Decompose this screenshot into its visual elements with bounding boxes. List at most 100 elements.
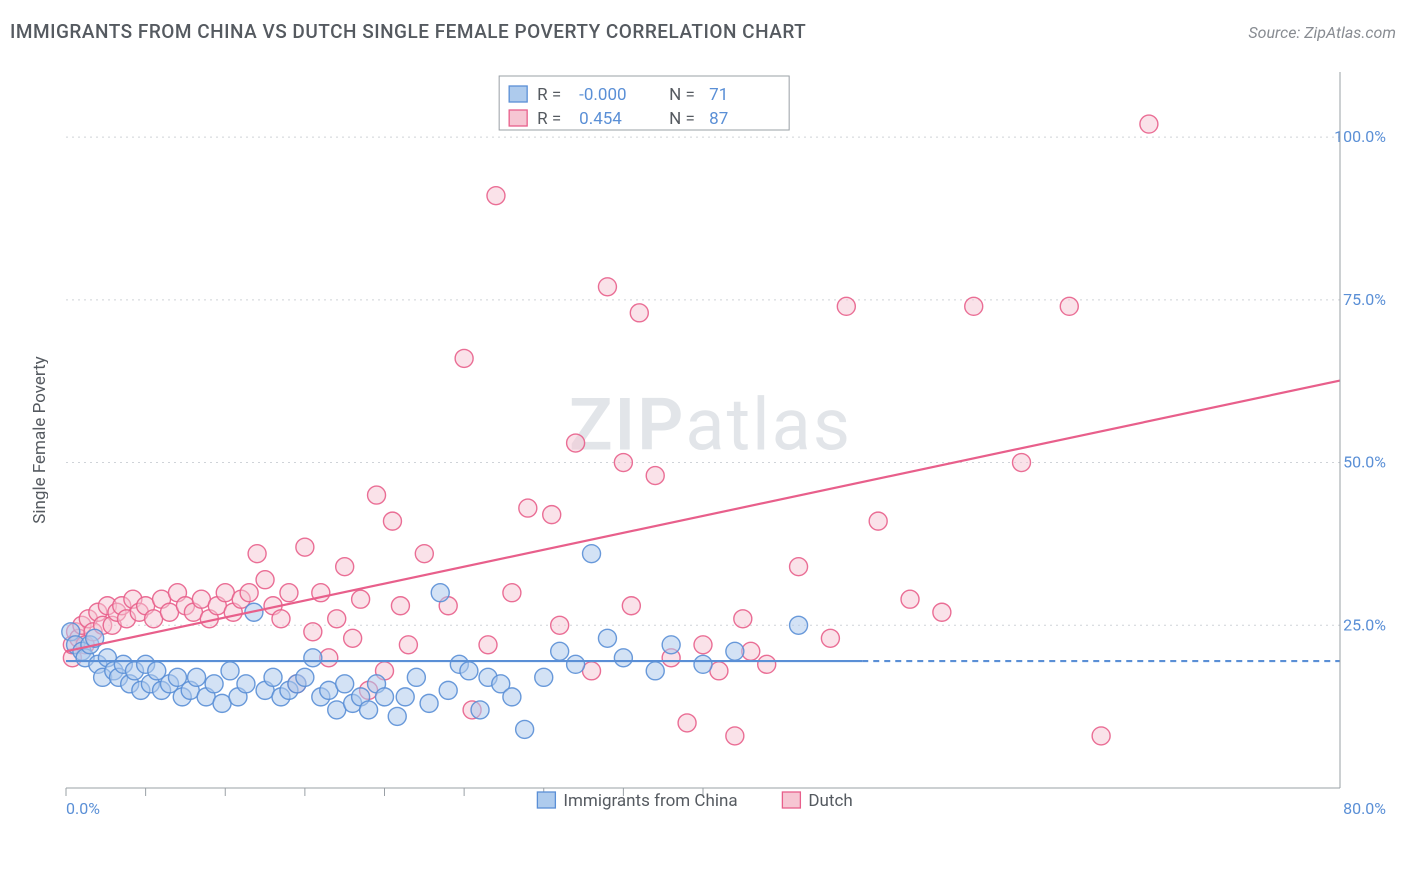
series-label-pink: Dutch: [808, 791, 852, 811]
pink-point: [821, 629, 839, 647]
blue-point: [503, 688, 521, 706]
legend-n-label: N =: [669, 85, 695, 105]
pink-point: [455, 349, 473, 367]
pink-point: [519, 499, 537, 517]
y-tick-label: 100.0%: [1334, 127, 1386, 146]
pink-point: [734, 610, 752, 628]
pink-point: [328, 610, 346, 628]
y-tick-label: 50.0%: [1343, 453, 1386, 472]
legend-r-value: -0.000: [579, 85, 626, 105]
pink-point: [256, 571, 274, 589]
legend-n-value: 87: [709, 109, 728, 129]
legend-r-label: R =: [537, 85, 561, 105]
pink-point: [678, 714, 696, 732]
pink-point: [352, 590, 370, 608]
series-swatch-pink: [782, 792, 800, 808]
blue-point: [376, 688, 394, 706]
blue-point: [360, 701, 378, 719]
pink-point: [383, 512, 401, 530]
x-min-label: 0.0%: [66, 799, 100, 818]
series-label-blue: Immigrants from China: [563, 791, 737, 811]
legend-swatch-blue: [509, 86, 527, 102]
blue-point: [694, 655, 712, 673]
pink-point: [837, 297, 855, 315]
blue-point: [396, 688, 414, 706]
pink-point: [630, 304, 648, 322]
blue-point: [646, 662, 664, 680]
pink-point: [1013, 454, 1031, 472]
pink-point: [1140, 115, 1158, 133]
blue-point: [614, 649, 632, 667]
pink-point: [391, 597, 409, 615]
pink-point: [694, 636, 712, 654]
pink-point: [869, 512, 887, 530]
blue-point: [439, 681, 457, 699]
pink-point: [336, 558, 354, 576]
source-attribution: Source: ZipAtlas.com: [1248, 23, 1396, 42]
pink-point: [248, 545, 266, 563]
blue-point: [583, 545, 601, 563]
blue-point: [336, 675, 354, 693]
pink-point: [272, 610, 290, 628]
pink-point: [240, 584, 258, 602]
blue-point: [407, 668, 425, 686]
blue-point: [221, 662, 239, 680]
pink-point: [296, 538, 314, 556]
blue-point: [790, 616, 808, 634]
pink-point: [933, 603, 951, 621]
blue-point: [237, 675, 255, 693]
blue-point: [420, 694, 438, 712]
blue-point: [598, 629, 616, 647]
pink-point: [965, 297, 983, 315]
blue-point: [551, 642, 569, 660]
legend-r-label: R =: [537, 109, 561, 129]
blue-point: [516, 720, 534, 738]
blue-point: [567, 655, 585, 673]
pink-point: [503, 584, 521, 602]
pink-point: [726, 727, 744, 745]
scatter-chart: 25.0% 50.0% 75.0% 100.0% ZIPatlas 0.0% 80.0% R …: [48, 60, 1392, 818]
pink-point: [487, 187, 505, 205]
pink-point: [551, 616, 569, 634]
blue-point: [471, 701, 489, 719]
pink-point: [614, 454, 632, 472]
y-tick-label: 25.0%: [1343, 615, 1386, 634]
y-tick-label: 75.0%: [1343, 290, 1386, 309]
pink-point: [368, 486, 386, 504]
blue-point: [460, 662, 478, 680]
pink-point: [1060, 297, 1078, 315]
pink-point: [622, 597, 640, 615]
legend-n-label: N =: [669, 109, 695, 129]
chart-title: IMMIGRANTS FROM CHINA VS DUTCH SINGLE FE…: [10, 20, 806, 43]
blue-point: [296, 668, 314, 686]
legend-swatch-pink: [509, 110, 527, 126]
blue-point: [188, 668, 206, 686]
pink-point: [543, 506, 561, 524]
pink-point: [479, 636, 497, 654]
pink-point: [399, 636, 417, 654]
legend-n-value: 71: [709, 85, 728, 105]
series-swatch-blue: [537, 792, 555, 808]
pink-point: [415, 545, 433, 563]
blue-point: [662, 636, 680, 654]
pink-point: [344, 629, 362, 647]
blue-point: [726, 642, 744, 660]
blue-point: [535, 668, 553, 686]
pink-point: [280, 584, 298, 602]
blue-point: [264, 668, 282, 686]
pink-point: [567, 434, 585, 452]
pink-point: [790, 558, 808, 576]
blue-point: [388, 707, 406, 725]
pink-point: [1092, 727, 1110, 745]
pink-point: [901, 590, 919, 608]
watermark: ZIPatlas: [569, 383, 852, 468]
blue-point: [304, 649, 322, 667]
pink-point: [598, 278, 616, 296]
blue-point: [205, 675, 223, 693]
x-max-label: 80.0%: [1343, 799, 1386, 818]
blue-point: [431, 584, 449, 602]
pink-point: [758, 655, 776, 673]
pink-point: [304, 623, 322, 641]
pink-point: [646, 467, 664, 485]
legend-r-value: 0.454: [579, 109, 622, 129]
